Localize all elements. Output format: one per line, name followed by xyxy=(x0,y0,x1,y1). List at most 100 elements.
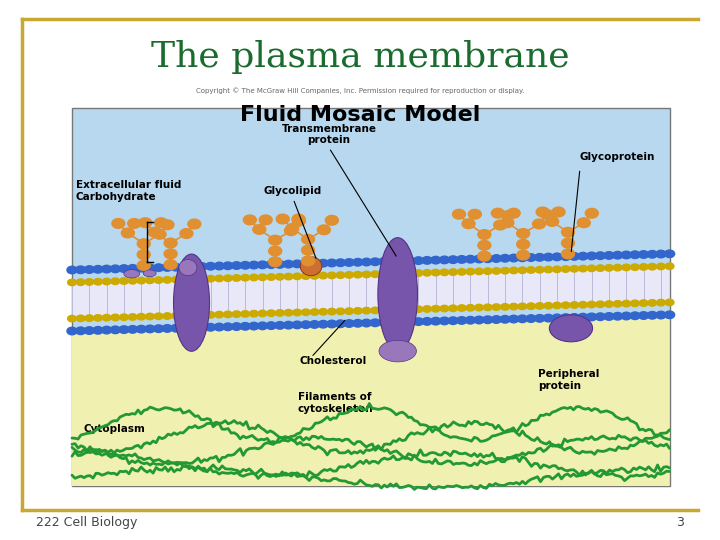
Circle shape xyxy=(67,266,77,274)
Circle shape xyxy=(405,257,415,265)
Circle shape xyxy=(189,276,197,282)
Circle shape xyxy=(604,313,614,320)
Circle shape xyxy=(613,252,623,259)
Circle shape xyxy=(284,321,294,329)
Circle shape xyxy=(595,252,606,259)
Circle shape xyxy=(164,249,177,259)
Text: Extracellular fluid
Carbohydrate: Extracellular fluid Carbohydrate xyxy=(76,180,181,202)
Circle shape xyxy=(526,315,536,322)
Text: Glycoprotein: Glycoprotein xyxy=(580,152,655,162)
Circle shape xyxy=(122,228,135,238)
Circle shape xyxy=(452,210,465,219)
Circle shape xyxy=(474,268,483,275)
Circle shape xyxy=(362,307,371,314)
Circle shape xyxy=(267,310,276,316)
Circle shape xyxy=(354,272,362,278)
Circle shape xyxy=(562,266,570,272)
Circle shape xyxy=(224,275,233,281)
Circle shape xyxy=(648,264,657,270)
Circle shape xyxy=(310,273,319,279)
Circle shape xyxy=(302,234,315,244)
Circle shape xyxy=(492,268,500,274)
Text: Filaments of
cytoskeleton: Filaments of cytoskeleton xyxy=(297,392,373,414)
Circle shape xyxy=(422,318,432,325)
Circle shape xyxy=(267,274,276,280)
Circle shape xyxy=(431,269,440,276)
Circle shape xyxy=(223,323,233,330)
Circle shape xyxy=(657,299,665,306)
Circle shape xyxy=(536,207,549,217)
Circle shape xyxy=(214,262,224,270)
Circle shape xyxy=(136,326,146,333)
Circle shape xyxy=(631,300,639,307)
Circle shape xyxy=(536,303,544,309)
Circle shape xyxy=(269,246,282,256)
Circle shape xyxy=(275,261,285,268)
Circle shape xyxy=(171,276,180,283)
Circle shape xyxy=(588,265,596,272)
Circle shape xyxy=(474,316,484,324)
Circle shape xyxy=(396,318,406,326)
Circle shape xyxy=(482,255,492,262)
Circle shape xyxy=(621,251,631,259)
Circle shape xyxy=(328,272,336,279)
Circle shape xyxy=(379,307,388,313)
Circle shape xyxy=(544,314,554,322)
Text: Glycolipid: Glycolipid xyxy=(264,186,323,196)
Circle shape xyxy=(93,266,103,273)
Circle shape xyxy=(508,254,518,262)
Circle shape xyxy=(253,225,266,234)
Circle shape xyxy=(345,308,354,314)
Circle shape xyxy=(387,258,397,265)
Circle shape xyxy=(145,325,155,333)
Circle shape xyxy=(310,260,320,267)
Circle shape xyxy=(110,326,120,334)
Circle shape xyxy=(656,250,666,258)
Circle shape xyxy=(154,277,163,284)
Circle shape xyxy=(466,305,474,311)
Circle shape xyxy=(171,264,181,271)
Circle shape xyxy=(205,262,215,270)
Circle shape xyxy=(68,279,76,286)
Circle shape xyxy=(310,321,320,328)
Circle shape xyxy=(483,268,492,274)
Circle shape xyxy=(153,325,163,333)
Circle shape xyxy=(76,266,86,274)
Circle shape xyxy=(318,259,328,267)
Circle shape xyxy=(266,322,276,329)
Circle shape xyxy=(639,251,649,258)
Circle shape xyxy=(371,271,379,278)
Circle shape xyxy=(197,262,207,270)
Circle shape xyxy=(500,315,510,323)
Circle shape xyxy=(319,308,328,315)
Circle shape xyxy=(128,278,137,284)
Circle shape xyxy=(414,306,423,313)
Circle shape xyxy=(336,272,345,279)
Circle shape xyxy=(110,265,120,273)
Circle shape xyxy=(466,268,474,275)
Text: Cholesterol: Cholesterol xyxy=(299,356,366,366)
Circle shape xyxy=(119,326,129,333)
Circle shape xyxy=(501,218,514,227)
Circle shape xyxy=(405,306,414,313)
Circle shape xyxy=(604,252,614,259)
Circle shape xyxy=(163,313,171,319)
Circle shape xyxy=(138,249,150,259)
Text: 3: 3 xyxy=(676,516,684,529)
Circle shape xyxy=(647,251,657,258)
Circle shape xyxy=(527,267,536,273)
Circle shape xyxy=(128,314,137,320)
Circle shape xyxy=(94,315,102,321)
Circle shape xyxy=(577,218,590,228)
Circle shape xyxy=(188,219,201,229)
Circle shape xyxy=(111,314,120,321)
Circle shape xyxy=(102,326,112,334)
Circle shape xyxy=(162,264,172,271)
Circle shape xyxy=(413,318,423,326)
Circle shape xyxy=(250,310,258,317)
Circle shape xyxy=(111,278,120,285)
Circle shape xyxy=(163,276,171,283)
Circle shape xyxy=(491,208,504,218)
Circle shape xyxy=(518,315,528,322)
Circle shape xyxy=(137,278,145,284)
